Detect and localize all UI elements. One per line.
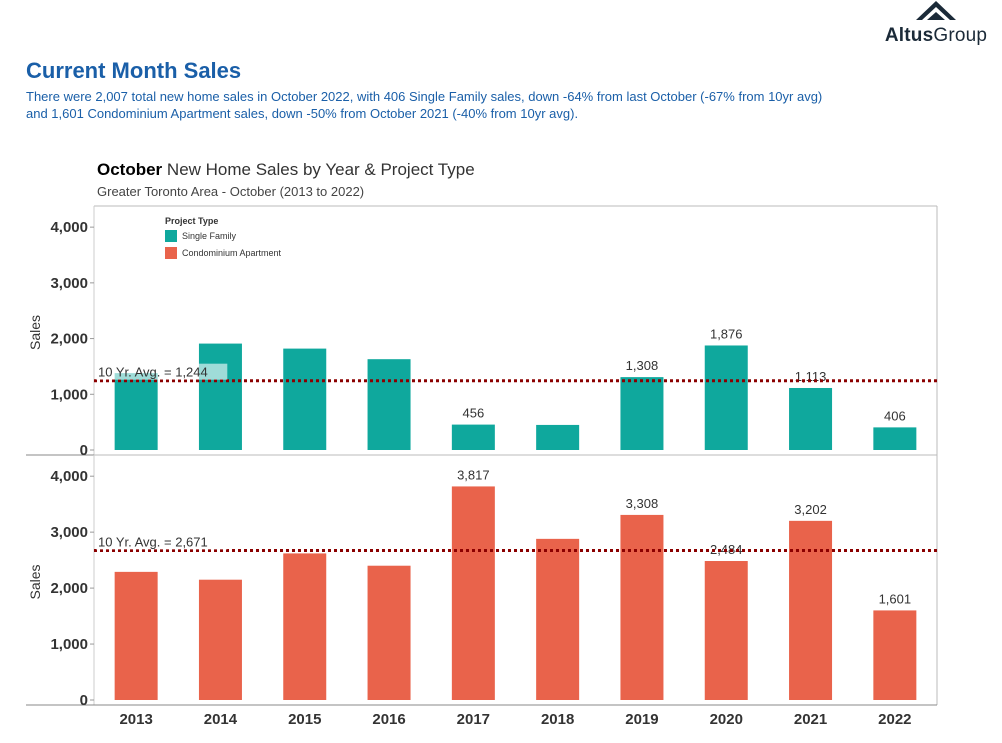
legend-item-label: Single Family xyxy=(182,231,237,241)
y-tick-label: 1,000 xyxy=(50,636,88,653)
bar-single-family-2014 xyxy=(198,343,242,450)
data-label: 3,202 xyxy=(794,502,827,517)
y-tick-label: 0 xyxy=(80,442,88,459)
logo-wordmark: AltusGroup xyxy=(884,25,988,46)
legend-item-label: Condominium Apartment xyxy=(182,248,282,258)
y-tick-label: 2,000 xyxy=(50,580,88,597)
bar-single-family-2021 xyxy=(789,387,833,450)
bar-single-family-2015 xyxy=(283,348,327,450)
x-tick-label: 2016 xyxy=(372,711,405,728)
y-tick-label: 3,000 xyxy=(50,275,88,292)
mountain-logo-icon xyxy=(916,1,956,20)
data-label: 1,876 xyxy=(710,326,743,341)
avg-reference-label: 10 Yr. Avg. = 1,244 xyxy=(98,365,208,380)
data-label: 3,817 xyxy=(457,467,490,482)
chart-title-rest: New Home Sales by Year & Project Type xyxy=(162,160,475,179)
y-tick-label: 0 xyxy=(80,692,88,709)
avg-label-background xyxy=(96,363,228,380)
x-tick-label: 2021 xyxy=(794,711,827,728)
chart-title: October New Home Sales by Year & Project… xyxy=(97,160,475,180)
x-tick-label: 2020 xyxy=(710,711,743,728)
bar-condo-2017 xyxy=(451,486,495,700)
legend-swatch xyxy=(165,247,177,259)
bar-single-family-2013 xyxy=(114,373,158,450)
bar-single-family-2022 xyxy=(873,427,917,450)
page-title: Current Month Sales xyxy=(26,58,242,83)
y-axis-label: Sales xyxy=(27,315,43,350)
y-tick-label: 4,000 xyxy=(50,219,88,236)
bar-condo-2014 xyxy=(198,579,242,700)
y-tick-label: 3,000 xyxy=(50,524,88,541)
altus-group-logo: AltusGroup xyxy=(880,0,992,50)
x-tick-label: 2015 xyxy=(288,711,321,728)
data-label: 456 xyxy=(462,406,484,421)
bar-single-family-2016 xyxy=(367,359,411,450)
y-tick-label: 1,000 xyxy=(50,386,88,403)
bar-condo-2015 xyxy=(283,553,327,700)
y-axis-label: Sales xyxy=(27,564,43,599)
x-tick-label: 2018 xyxy=(541,711,574,728)
avg-reference-label: 10 Yr. Avg. = 2,671 xyxy=(98,535,208,550)
bar-condo-2022 xyxy=(873,610,917,700)
bar-condo-2016 xyxy=(367,565,411,700)
chart-title-month: October xyxy=(97,160,163,179)
bar-condo-2018 xyxy=(536,538,580,700)
bar-condo-2021 xyxy=(789,520,833,700)
x-tick-label: 2013 xyxy=(119,711,152,728)
legend-swatch xyxy=(165,230,177,242)
x-tick-label: 2017 xyxy=(457,711,490,728)
bar-single-family-2020 xyxy=(704,345,748,450)
y-tick-label: 4,000 xyxy=(50,468,88,485)
bar-condo-2013 xyxy=(114,571,158,700)
bar-condo-2019 xyxy=(620,514,664,700)
data-label: 1,308 xyxy=(626,358,659,373)
data-label: 3,308 xyxy=(626,496,659,511)
legend-title: Project Type xyxy=(165,216,218,226)
x-tick-label: 2019 xyxy=(625,711,658,728)
chart-subtitle: Greater Toronto Area - October (2013 to … xyxy=(97,184,365,199)
bar-single-family-2017 xyxy=(451,424,495,450)
x-tick-label: 2022 xyxy=(878,711,911,728)
bar-single-family-2018 xyxy=(536,424,580,450)
y-tick-label: 2,000 xyxy=(50,331,88,348)
x-tick-label: 2014 xyxy=(204,711,238,728)
avg-label-background xyxy=(96,533,228,550)
page-summary: There were 2,007 total new home sales in… xyxy=(26,89,823,121)
bar-condo-2020 xyxy=(704,561,748,700)
bar-single-family-2019 xyxy=(620,377,664,450)
data-label: 406 xyxy=(884,408,906,423)
data-label: 1,601 xyxy=(879,591,912,606)
